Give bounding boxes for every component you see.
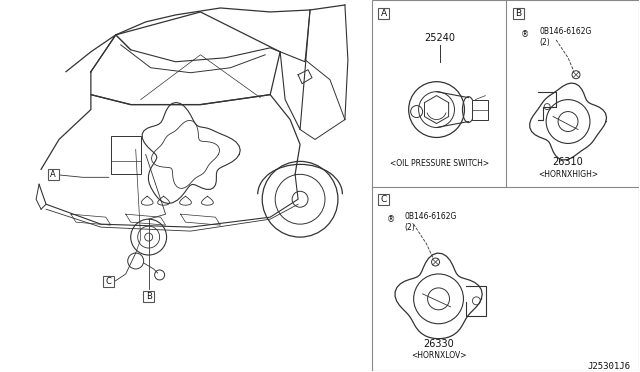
Bar	[378, 9, 389, 19]
Bar	[378, 194, 389, 205]
Bar	[103, 276, 115, 288]
Text: 26310: 26310	[553, 157, 584, 167]
Text: 26330: 26330	[423, 339, 454, 349]
Bar	[47, 169, 58, 180]
Text: <HORNXHIGH>: <HORNXHIGH>	[538, 170, 598, 179]
Text: A: A	[50, 170, 56, 179]
Bar	[143, 291, 154, 302]
Bar	[472, 100, 488, 119]
Text: J25301J6: J25301J6	[588, 362, 631, 371]
Bar	[111, 137, 141, 174]
Text: B: B	[515, 9, 522, 19]
Text: 25240: 25240	[424, 33, 455, 43]
Text: C: C	[106, 278, 112, 286]
Text: (2): (2)	[539, 38, 550, 47]
Text: B: B	[146, 292, 152, 301]
Circle shape	[431, 258, 440, 266]
Text: <HORNXLOV>: <HORNXLOV>	[411, 351, 467, 360]
Text: C: C	[381, 195, 387, 204]
Circle shape	[572, 71, 580, 79]
Text: (2): (2)	[404, 222, 415, 232]
Text: ®: ®	[387, 215, 395, 224]
Text: 0B146-6162G: 0B146-6162G	[539, 28, 591, 36]
Text: ®: ®	[521, 31, 529, 39]
Bar	[513, 9, 524, 19]
Text: 0B146-6162G: 0B146-6162G	[404, 212, 457, 221]
Text: <OIL PRESSURE SWITCH>: <OIL PRESSURE SWITCH>	[390, 159, 489, 168]
Text: A: A	[381, 9, 387, 19]
Bar	[372, 0, 639, 371]
